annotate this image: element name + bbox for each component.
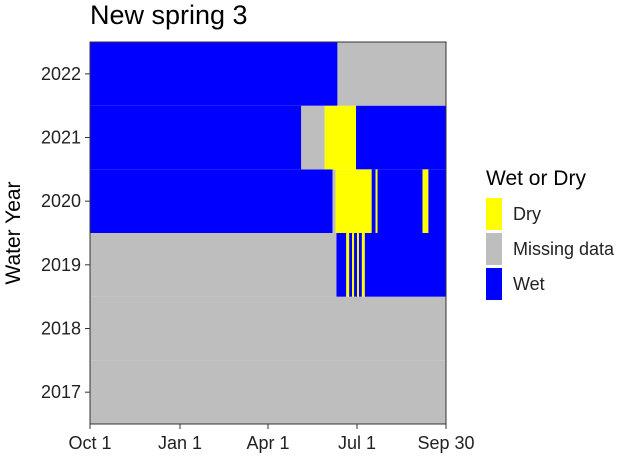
legend-label-missing: Missing data: [513, 239, 615, 259]
heatmap-cell-2019-dry: [361, 233, 365, 297]
heatmap-cell-2019-dry: [352, 233, 355, 297]
heatmap-cell-2017-missing: [90, 360, 446, 424]
legend: Wet or Dry Dry Missing data Wet: [486, 167, 615, 300]
y-tick-label: 2021: [41, 128, 81, 148]
legend-swatch-wet: [486, 268, 502, 300]
x-tick-label: Sep 30: [417, 433, 474, 453]
heatmap-cell-2021-dry: [324, 105, 357, 170]
heatmap-cell-2019-wet: [364, 233, 446, 297]
heatmap-cell-2022-missing: [337, 42, 446, 106]
heatmap-cell-2020-dry: [375, 169, 378, 233]
heatmap-cell-2020-wet: [371, 169, 376, 233]
y-axis: 2017 2018 2019 2020 2021 2022: [41, 64, 90, 402]
y-tick-label: 2020: [41, 191, 81, 211]
y-tick-label: 2022: [41, 64, 81, 84]
x-tick-label: Oct 1: [68, 433, 111, 453]
heatmap-cell-2022-wet: [90, 42, 338, 106]
heatmap-cell-2019-wet: [358, 233, 362, 297]
heatmap-cell-2019-missing: [90, 233, 337, 297]
heatmap-cell-2021-wet: [90, 105, 302, 170]
heatmap-cell-2019-dry: [346, 233, 350, 297]
heatmap-cell-2019-wet: [354, 233, 357, 297]
heatmap-cell-2021-wet: [356, 105, 446, 170]
y-tick-label: 2018: [41, 319, 81, 339]
x-tick-label: Jul 1: [338, 433, 376, 453]
heatmap-cell-2019-wet: [349, 233, 353, 297]
heatmap-cell-2021-missing: [301, 105, 325, 170]
legend-label-wet: Wet: [513, 274, 545, 294]
heatmap-cell-2020-missing: [332, 169, 336, 233]
heatmap-cell-2019-dry: [357, 233, 359, 297]
heatmap-cell-2020-wet: [428, 169, 446, 233]
chart-title: New spring 3: [90, 0, 248, 30]
y-axis-label: Water Year: [2, 181, 25, 284]
heatmap-cell-2019-wet: [336, 233, 347, 297]
legend-label-dry: Dry: [513, 204, 541, 224]
heatmap-cell-2018-missing: [90, 296, 446, 361]
y-tick-label: 2019: [41, 255, 81, 275]
legend-title: Wet or Dry: [486, 167, 586, 190]
heatmap-cells: [90, 42, 446, 424]
legend-swatch-missing: [486, 233, 502, 265]
x-tick-label: Apr 1: [246, 433, 289, 453]
heatmap-cell-2020-dry: [422, 169, 429, 233]
x-tick-label: Jan 1: [158, 433, 202, 453]
heatmap-cell-2020-wet: [90, 169, 333, 233]
heatmap-cell-2020-dry: [335, 169, 372, 233]
x-axis: Oct 1 Jan 1 Apr 1 Jul 1 Sep 30: [68, 424, 475, 453]
legend-swatch-dry: [486, 198, 502, 230]
y-tick-label: 2017: [41, 382, 81, 402]
heatmap-cell-2020-wet: [377, 169, 423, 233]
